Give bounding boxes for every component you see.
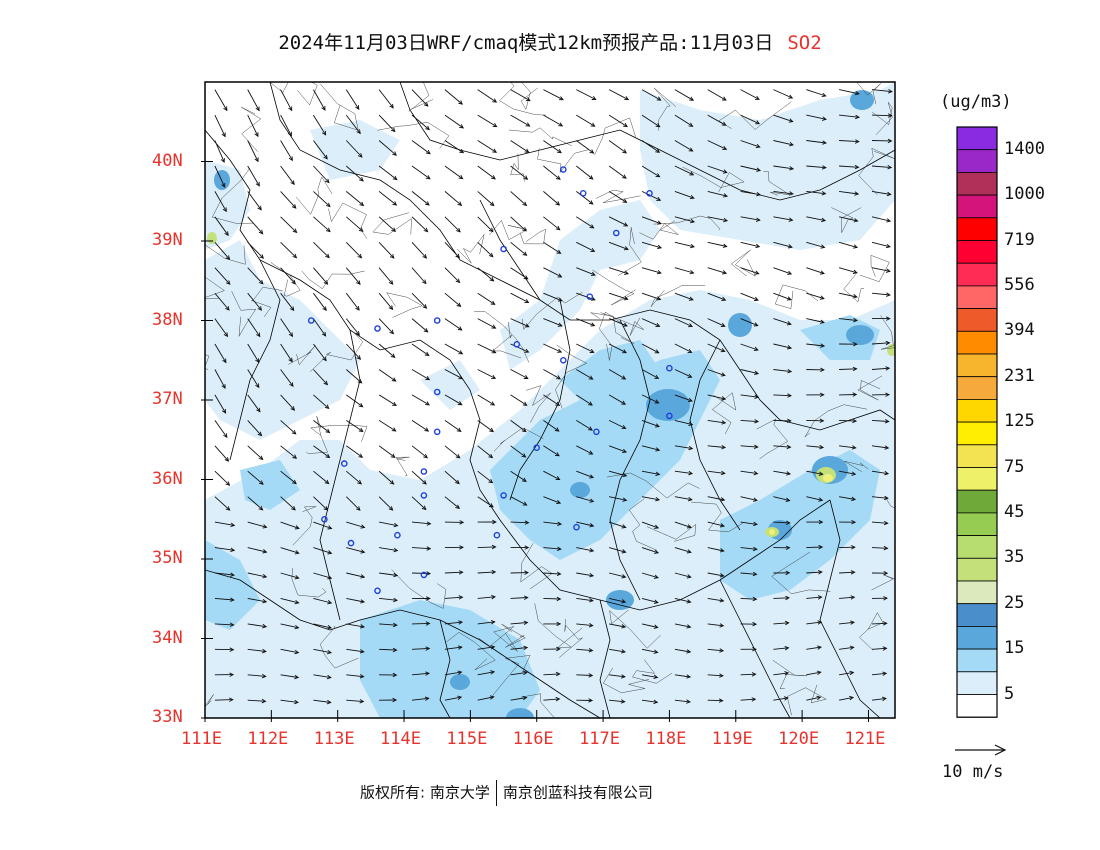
pollutant-label: SO2 (787, 32, 822, 54)
lat-label-40N: 40N (152, 150, 183, 171)
wind-vector-field (214, 89, 893, 705)
monitoring-site-marker (533, 444, 541, 452)
monitoring-site-marker (394, 531, 401, 539)
lat-label-37N: 37N (152, 389, 183, 409)
monitoring-site-marker (340, 460, 348, 467)
copyright-text: 版权所有: 南京大学 (360, 783, 490, 802)
lat-label-38N: 38N (152, 309, 183, 330)
lat-label-35N: 35N (152, 548, 183, 568)
monitoring-site-marker (433, 317, 441, 324)
legend-tick-label: 556 (1004, 274, 1035, 295)
monitoring-site-marker (500, 492, 507, 499)
province-county-borders (205, 82, 895, 718)
legend-tick-label: 719 (1004, 229, 1035, 250)
monitoring-site-marker (420, 571, 428, 579)
monitoring-site-marker (613, 229, 620, 237)
lat-label-34N: 34N (152, 627, 183, 648)
monitoring-site-marker (646, 189, 653, 197)
monitoring-site-marker (513, 340, 521, 348)
footer: 版权所有: 南京大学 南京创蓝科技有限公司 (360, 780, 653, 806)
legend-tick-label: 125 (1004, 411, 1035, 432)
title-text: 2024年11月03日WRF/cmaq模式12km预报产品:11月03日 (278, 32, 774, 54)
lon-label-115E: 115E (446, 729, 488, 749)
legend-tick-label: 35 (1004, 547, 1025, 568)
legend-tick-label: 1400 (1004, 138, 1045, 159)
legend-tick-label: 5 (1004, 683, 1015, 704)
monitoring-site-marker (586, 293, 594, 301)
legend-tick-label: 1000 (1004, 184, 1045, 205)
lat-label-39N: 39N (152, 230, 183, 250)
legend-tick-label: 15 (1004, 638, 1025, 659)
map-title: 2024年11月03日WRF/cmaq模式12km预报产品:11月03日 SO2 (0, 28, 1100, 55)
lon-label-117E: 117E (579, 729, 621, 749)
lat-label-33N: 33N (152, 707, 183, 727)
monitoring-site-marker (321, 516, 328, 523)
lon-label-112E: 112E (247, 729, 289, 749)
monitoring-site-marker (433, 428, 441, 436)
legend-tick-label: 25 (1004, 592, 1025, 613)
monitoring-site-marker (593, 428, 600, 436)
monitoring-site-marker (579, 189, 587, 197)
monitoring-site-marker (560, 166, 567, 173)
footer-separator (495, 780, 497, 806)
monitoring-site-marker (500, 245, 507, 253)
wind-reference-label: 10 m/s (942, 762, 1004, 782)
monitoring-site-marker (666, 412, 673, 420)
monitoring-site-marker (493, 531, 501, 539)
legend-tick-label: 75 (1004, 456, 1025, 477)
monitoring-site-marker (307, 317, 315, 324)
legend-tick-label: 394 (1004, 320, 1035, 341)
legend-tick-label: 231 (1004, 365, 1035, 386)
monitoring-site-marker (374, 325, 381, 332)
monitoring-site-marker (573, 523, 580, 531)
lon-label-116E: 116E (512, 729, 554, 749)
lon-label-114E: 114E (380, 729, 421, 749)
monitoring-site-marker (420, 468, 428, 475)
company-name: 南京创蓝科技有限公司 (502, 783, 653, 802)
legend-tick-label: 45 (1004, 501, 1025, 522)
lat-label-36N: 36N (152, 468, 183, 489)
legend-unit: (ug/m3) (940, 92, 1012, 112)
lon-label-119E: 119E (711, 729, 753, 749)
monitoring-site-marker (347, 539, 355, 547)
monitoring-sites (307, 166, 673, 595)
lon-label-111E: 111E (181, 729, 222, 749)
map-frame (204, 81, 896, 719)
lon-label-113E: 113E (313, 729, 355, 749)
lon-label-120E: 120E (778, 729, 820, 749)
monitoring-site-marker (666, 364, 673, 372)
monitoring-site-marker (560, 356, 567, 364)
lon-label-118E: 118E (645, 729, 687, 749)
monitoring-site-marker (433, 388, 441, 396)
monitoring-site-marker (374, 587, 381, 595)
monitoring-site-marker (420, 492, 428, 499)
lon-label-121E: 121E (844, 729, 886, 749)
